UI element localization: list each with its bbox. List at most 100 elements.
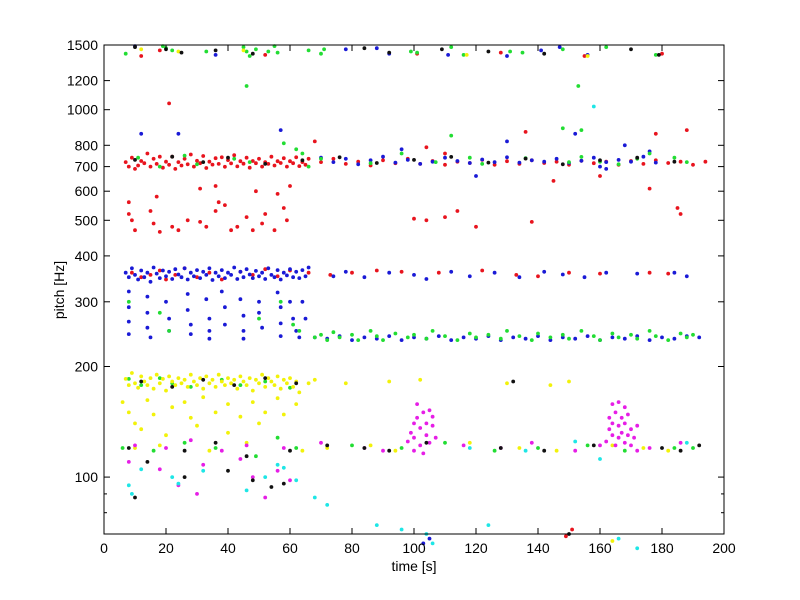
point-black-29 — [170, 385, 175, 389]
point-red-107 — [244, 215, 249, 220]
point-green-57 — [374, 334, 379, 338]
point-red-13 — [164, 159, 168, 164]
point-cyan-23 — [684, 440, 689, 445]
point-red-154 — [157, 48, 162, 53]
point-red-123 — [678, 212, 683, 216]
point-green-107 — [151, 448, 156, 453]
point-blue-93 — [288, 299, 292, 304]
point-red-89 — [678, 159, 683, 164]
point-blue-76 — [207, 316, 212, 321]
point-green-126 — [579, 128, 584, 133]
point-black-2 — [179, 50, 184, 55]
point-green-35 — [368, 161, 373, 166]
point-green-91 — [157, 310, 162, 315]
axis-ticks: 0 20 40 60 80 100 120 140 160 180 200 100 200 300 400 5… — [67, 37, 736, 556]
point-magenta-25 — [616, 435, 621, 440]
point-green-75 — [560, 332, 565, 337]
point-red-137 — [275, 274, 280, 279]
point-blue-189 — [399, 147, 404, 152]
point-red-48 — [272, 163, 277, 168]
point-red-79 — [554, 159, 559, 164]
point-blue-159 — [331, 274, 336, 279]
point-blue-26 — [204, 273, 209, 277]
point-blue-140 — [430, 159, 435, 164]
point-yellow-24 — [198, 376, 203, 380]
point-blue-161 — [362, 275, 367, 280]
point-green-24 — [244, 84, 249, 88]
point-green-46 — [647, 151, 652, 156]
point-red-6 — [142, 161, 147, 166]
point-magenta-64 — [195, 492, 199, 496]
point-cyan-18 — [523, 448, 528, 453]
point-yellow-51 — [281, 377, 286, 382]
point-black-7 — [440, 47, 444, 52]
point-blue-57 — [300, 268, 305, 272]
point-yellow-49 — [275, 374, 280, 379]
point-green-67 — [474, 335, 478, 340]
point-blue-168 — [517, 275, 522, 280]
point-magenta-58 — [157, 467, 162, 472]
point-magenta-66 — [263, 495, 268, 500]
point-red-141 — [350, 270, 354, 275]
point-yellow-59 — [126, 410, 131, 415]
point-black-23 — [523, 156, 528, 161]
point-blue-0 — [123, 270, 128, 275]
point-green-12 — [306, 48, 311, 53]
point-yellow-56 — [306, 381, 311, 386]
point-yellow-12 — [161, 377, 165, 381]
point-blue-196 — [474, 174, 478, 178]
point-red-91 — [703, 159, 708, 164]
point-green-15 — [409, 49, 413, 54]
point-green-90 — [126, 299, 131, 304]
point-magenta-21 — [610, 433, 615, 438]
point-green-62 — [424, 336, 429, 341]
point-yellow-7 — [145, 383, 150, 387]
point-green-26 — [136, 155, 141, 160]
point-cyan-16 — [467, 446, 472, 450]
point-green-3 — [170, 48, 175, 53]
point-green-11 — [275, 50, 280, 55]
point-green-112 — [294, 446, 299, 450]
point-blue-194 — [598, 164, 602, 169]
point-cyan-8 — [281, 465, 286, 470]
point-magenta-37 — [635, 448, 640, 453]
point-black-6 — [387, 50, 392, 55]
point-black-32 — [263, 376, 268, 380]
point-green-7 — [247, 54, 252, 58]
point-red-140 — [328, 273, 333, 277]
point-green-118 — [585, 443, 590, 448]
point-blue-36 — [235, 277, 240, 281]
point-blue-195 — [604, 167, 609, 171]
point-blue-92 — [278, 334, 283, 338]
point-blue-191 — [573, 131, 578, 136]
point-black-39 — [288, 448, 292, 453]
point-red-19 — [182, 156, 187, 161]
point-blue-116 — [523, 336, 528, 341]
point-magenta-31 — [626, 433, 630, 438]
point-red-55 — [294, 155, 299, 160]
point-blue-24 — [198, 276, 203, 280]
y-tick-label-700: 700 — [75, 159, 99, 175]
point-cyan-25 — [275, 462, 280, 467]
point-green-87 — [678, 331, 683, 336]
point-green-105 — [288, 385, 292, 390]
point-blue-130 — [697, 335, 702, 340]
point-green-18 — [461, 53, 466, 57]
point-red-168 — [443, 151, 447, 156]
point-black-34 — [126, 446, 131, 450]
point-blue-16 — [173, 267, 178, 272]
point-yellow-75 — [297, 390, 302, 395]
point-blue-88 — [260, 325, 264, 330]
point-red-118 — [443, 215, 447, 220]
point-red-1 — [126, 164, 131, 169]
point-green-73 — [536, 331, 540, 336]
point-yellow-97 — [418, 377, 423, 382]
point-cyan-12 — [374, 523, 379, 527]
point-yellow-29 — [213, 385, 218, 389]
point-red-175 — [564, 534, 568, 539]
point-blue-69 — [167, 316, 172, 321]
point-green-44 — [616, 162, 621, 167]
plot-area — [104, 45, 724, 534]
point-yellow-63 — [170, 405, 175, 410]
point-blue-44 — [260, 270, 264, 275]
